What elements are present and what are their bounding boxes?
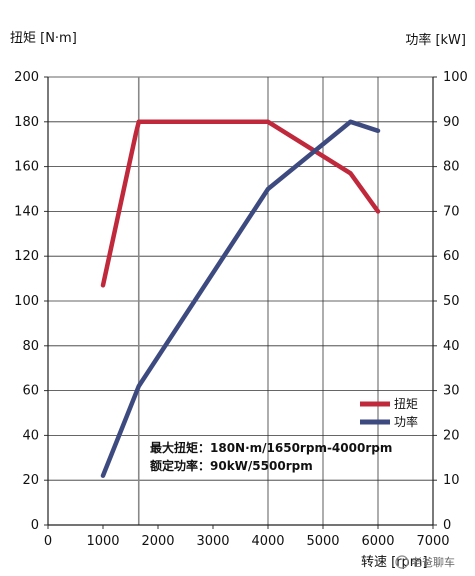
watermark: 老爸聊车 [395, 555, 455, 569]
x-tick-label: 2000 [141, 534, 174, 549]
y-right-tick-label: 0 [443, 518, 451, 533]
y-right-axis-title: 功率 [kW] [405, 32, 466, 48]
y-left-tick-label: 100 [14, 294, 39, 309]
y-right-tick-label: 10 [443, 473, 460, 488]
x-tick-label: 0 [44, 534, 52, 549]
y-right-tick-label: 20 [443, 428, 460, 443]
y-right-tick-label: 70 [443, 204, 460, 219]
torque-series-line [100, 119, 381, 288]
annotation-max-torque: 最大扭矩：180N·m/1650rpm-4000rpm [150, 440, 392, 455]
x-tick-label: 1000 [86, 534, 119, 549]
y-right-tick-label: 40 [443, 339, 460, 354]
y-left-tick-label: 80 [22, 339, 39, 354]
y-left-tick-label: 40 [22, 428, 39, 443]
y-right-tick-label: 100 [443, 70, 468, 85]
y-right-tick-label: 50 [443, 294, 460, 309]
y-left-tick-label: 120 [14, 249, 39, 264]
axes [44, 76, 437, 529]
x-axis-title: 转速 [rpm] [361, 555, 428, 570]
x-tick-label: 6000 [361, 534, 394, 549]
y-left-tick-label: 160 [14, 160, 39, 175]
y-right-tick-label: 30 [443, 384, 460, 399]
x-tick-label: 3000 [196, 534, 229, 549]
series-lines [100, 119, 381, 478]
x-tick-label: 7000 [416, 534, 449, 549]
watermark-text: 老爸聊车 [411, 555, 455, 569]
y-right-tick-label: 80 [443, 160, 460, 175]
legend-label-power: 功率 [394, 414, 418, 429]
y-right-tick-label: 90 [443, 115, 460, 130]
annotation-rated-power: 额定功率：90kW/5500rpm [150, 458, 313, 473]
legend-label-torque: 扭矩 [394, 397, 418, 411]
power-series-line [100, 119, 381, 478]
y-left-tick-label: 60 [22, 384, 39, 399]
grid [47, 76, 433, 526]
x-tick-label: 4000 [251, 534, 284, 549]
y-left-axis-title: 扭矩 [N·m] [10, 31, 77, 46]
x-tick-label: 5000 [306, 534, 339, 549]
y-left-tick-label: 20 [22, 473, 39, 488]
y-left-tick-label: 140 [14, 204, 39, 219]
watermark-logo-icon [395, 555, 409, 569]
legend: 扭矩 功率 [360, 397, 418, 429]
y-left-tick-label: 180 [14, 115, 39, 130]
y-right-tick-label: 60 [443, 249, 460, 264]
y-left-tick-label: 200 [14, 70, 39, 85]
y-left-tick-label: 0 [31, 518, 39, 533]
